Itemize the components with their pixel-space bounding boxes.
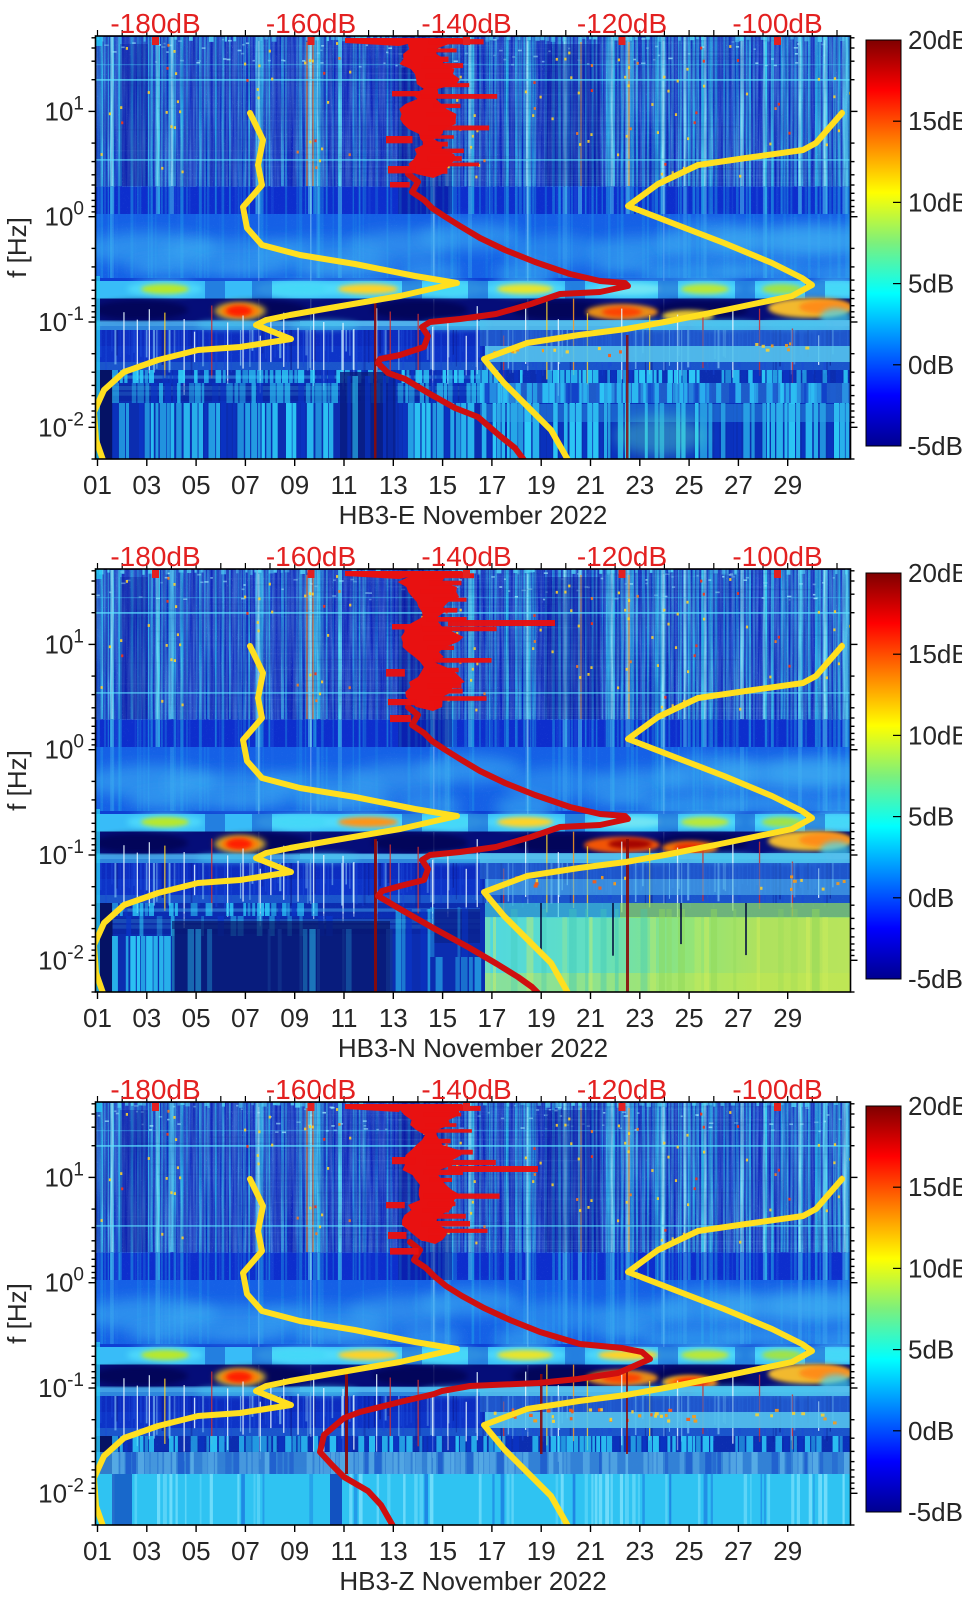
- svg-text:21: 21: [576, 470, 605, 500]
- svg-text:07: 07: [231, 1536, 260, 1566]
- svg-text:f [Hz]: f [Hz]: [2, 750, 32, 811]
- svg-text:29: 29: [773, 470, 802, 500]
- svg-text:-160dB: -160dB: [266, 1074, 356, 1105]
- svg-text:27: 27: [724, 1003, 753, 1033]
- svg-text:HB3-N November 2022: HB3-N November 2022: [338, 1033, 608, 1063]
- svg-text:11: 11: [331, 470, 358, 500]
- svg-text:-120dB: -120dB: [577, 541, 667, 572]
- svg-text:27: 27: [724, 470, 753, 500]
- svg-text:15dB: 15dB: [908, 106, 962, 136]
- svg-text:15: 15: [428, 470, 457, 500]
- svg-text:15dB: 15dB: [908, 639, 962, 669]
- svg-text:-180dB: -180dB: [110, 1074, 200, 1105]
- svg-text:21: 21: [576, 1003, 605, 1033]
- svg-text:11: 11: [331, 1003, 358, 1033]
- svg-text:27: 27: [724, 1536, 753, 1566]
- svg-text:19: 19: [527, 470, 556, 500]
- svg-text:-100dB: -100dB: [732, 8, 822, 39]
- svg-text:09: 09: [280, 1536, 309, 1566]
- svg-text:20dB: 20dB: [908, 25, 962, 55]
- svg-text:0dB: 0dB: [908, 350, 954, 380]
- svg-text:03: 03: [132, 1536, 161, 1566]
- svg-text:17: 17: [477, 1536, 506, 1566]
- svg-text:15dB: 15dB: [908, 1172, 962, 1202]
- svg-text:10dB: 10dB: [908, 1253, 962, 1283]
- svg-text:101: 101: [45, 93, 85, 126]
- svg-text:29: 29: [773, 1536, 802, 1566]
- svg-text:-140dB: -140dB: [421, 1074, 511, 1105]
- svg-text:11: 11: [331, 1536, 358, 1566]
- svg-text:01: 01: [83, 470, 112, 500]
- svg-text:-180dB: -180dB: [110, 8, 200, 39]
- svg-text:13: 13: [379, 1536, 408, 1566]
- svg-text:5dB: 5dB: [908, 269, 954, 299]
- svg-text:20dB: 20dB: [908, 1091, 962, 1121]
- svg-text:07: 07: [231, 1003, 260, 1033]
- svg-text:01: 01: [83, 1536, 112, 1566]
- svg-text:05: 05: [182, 470, 211, 500]
- svg-text:-160dB: -160dB: [266, 8, 356, 39]
- svg-text:-120dB: -120dB: [577, 1074, 667, 1105]
- svg-text:5dB: 5dB: [908, 1335, 954, 1365]
- svg-text:10dB: 10dB: [908, 720, 962, 750]
- svg-text:f [Hz]: f [Hz]: [2, 1283, 32, 1344]
- svg-text:-180dB: -180dB: [110, 541, 200, 572]
- svg-text:20dB: 20dB: [908, 558, 962, 588]
- svg-text:-160dB: -160dB: [266, 541, 356, 572]
- svg-text:13: 13: [379, 470, 408, 500]
- svg-text:-5dB: -5dB: [908, 1497, 962, 1527]
- svg-text:15: 15: [428, 1003, 457, 1033]
- svg-text:-100dB: -100dB: [732, 541, 822, 572]
- svg-text:01: 01: [83, 1003, 112, 1033]
- svg-text:25: 25: [675, 1003, 704, 1033]
- svg-text:17: 17: [477, 1003, 506, 1033]
- svg-text:10-2: 10-2: [38, 409, 84, 442]
- svg-text:23: 23: [625, 1003, 654, 1033]
- svg-text:10dB: 10dB: [908, 187, 962, 217]
- svg-text:-120dB: -120dB: [577, 8, 667, 39]
- svg-text:0dB: 0dB: [908, 1416, 954, 1446]
- svg-text:-5dB: -5dB: [908, 431, 962, 461]
- svg-text:05: 05: [182, 1003, 211, 1033]
- svg-text:29: 29: [773, 1003, 802, 1033]
- svg-text:HB3-E November 2022: HB3-E November 2022: [339, 500, 608, 530]
- svg-text:03: 03: [132, 1003, 161, 1033]
- svg-text:15: 15: [428, 1536, 457, 1566]
- svg-text:09: 09: [280, 1003, 309, 1033]
- svg-text:-140dB: -140dB: [421, 8, 511, 39]
- svg-text:07: 07: [231, 470, 260, 500]
- svg-text:25: 25: [675, 1536, 704, 1566]
- svg-text:0dB: 0dB: [908, 883, 954, 913]
- svg-text:-140dB: -140dB: [421, 541, 511, 572]
- svg-text:05: 05: [182, 1536, 211, 1566]
- svg-text:19: 19: [527, 1003, 556, 1033]
- svg-text:09: 09: [280, 470, 309, 500]
- svg-text:19: 19: [527, 1536, 556, 1566]
- svg-text:13: 13: [379, 1003, 408, 1033]
- svg-text:23: 23: [625, 1536, 654, 1566]
- svg-text:03: 03: [132, 470, 161, 500]
- svg-text:5dB: 5dB: [908, 802, 954, 832]
- svg-text:f [Hz]: f [Hz]: [2, 217, 32, 278]
- svg-text:25: 25: [675, 470, 704, 500]
- svg-text:21: 21: [576, 1536, 605, 1566]
- svg-text:-100dB: -100dB: [732, 1074, 822, 1105]
- svg-text:23: 23: [625, 470, 654, 500]
- svg-text:-5dB: -5dB: [908, 964, 962, 994]
- svg-text:17: 17: [477, 470, 506, 500]
- svg-text:HB3-Z November 2022: HB3-Z November 2022: [339, 1566, 606, 1596]
- svg-text:10-1: 10-1: [38, 837, 84, 870]
